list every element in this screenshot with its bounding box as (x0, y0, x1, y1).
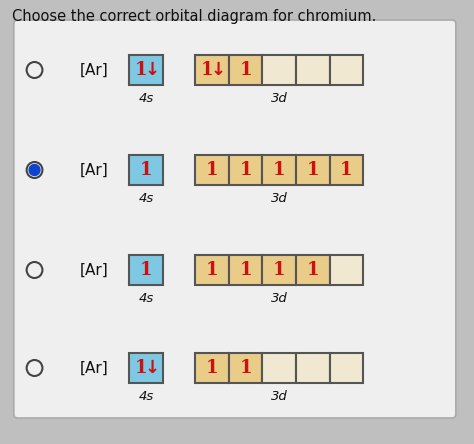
Bar (329, 55, 363, 85)
Bar (195, 353, 229, 383)
Text: 1: 1 (201, 61, 213, 79)
Bar (263, 353, 296, 383)
Text: [Ar]: [Ar] (79, 262, 108, 278)
Bar (195, 55, 229, 85)
Bar (263, 55, 296, 85)
FancyBboxPatch shape (14, 20, 456, 418)
Text: 1: 1 (206, 359, 219, 377)
Bar (329, 255, 363, 285)
Text: ↓: ↓ (210, 61, 226, 79)
Text: 1: 1 (135, 359, 147, 377)
Bar (296, 155, 329, 185)
Text: Choose the correct orbital diagram for chromium.: Choose the correct orbital diagram for c… (12, 9, 376, 24)
Text: ↓: ↓ (145, 359, 160, 377)
Bar (296, 353, 329, 383)
Bar (195, 155, 229, 185)
Text: 3d: 3d (271, 192, 288, 205)
Bar (129, 55, 163, 85)
Text: [Ar]: [Ar] (79, 361, 108, 376)
Text: [Ar]: [Ar] (79, 163, 108, 178)
Bar (329, 155, 363, 185)
Text: 3d: 3d (271, 292, 288, 305)
Text: 1: 1 (307, 161, 319, 179)
Text: 4s: 4s (138, 92, 154, 105)
Text: 1: 1 (239, 161, 252, 179)
Bar (229, 155, 263, 185)
Bar (229, 55, 263, 85)
Bar (229, 353, 263, 383)
Text: 4s: 4s (138, 390, 154, 403)
Text: 4s: 4s (138, 292, 154, 305)
Text: ↓: ↓ (145, 61, 160, 79)
Bar (129, 155, 163, 185)
Text: 1: 1 (206, 161, 219, 179)
Text: 1: 1 (239, 61, 252, 79)
Text: 1: 1 (140, 261, 152, 279)
Bar (296, 55, 329, 85)
Text: 1: 1 (206, 261, 219, 279)
Bar (263, 155, 296, 185)
Bar (296, 255, 329, 285)
Bar (129, 255, 163, 285)
Text: 4s: 4s (138, 192, 154, 205)
Text: 3d: 3d (271, 92, 288, 105)
Text: 1: 1 (239, 261, 252, 279)
Bar (263, 255, 296, 285)
Bar (229, 255, 263, 285)
Text: 1: 1 (135, 61, 147, 79)
Text: [Ar]: [Ar] (79, 63, 108, 78)
Text: 1: 1 (307, 261, 319, 279)
Text: 1: 1 (140, 161, 152, 179)
Text: 1: 1 (273, 261, 285, 279)
Text: 1: 1 (239, 359, 252, 377)
Bar (129, 353, 163, 383)
Bar (329, 353, 363, 383)
Text: 3d: 3d (271, 390, 288, 403)
Bar (195, 255, 229, 285)
Text: 1: 1 (340, 161, 353, 179)
Text: 1: 1 (273, 161, 285, 179)
Circle shape (29, 164, 40, 175)
